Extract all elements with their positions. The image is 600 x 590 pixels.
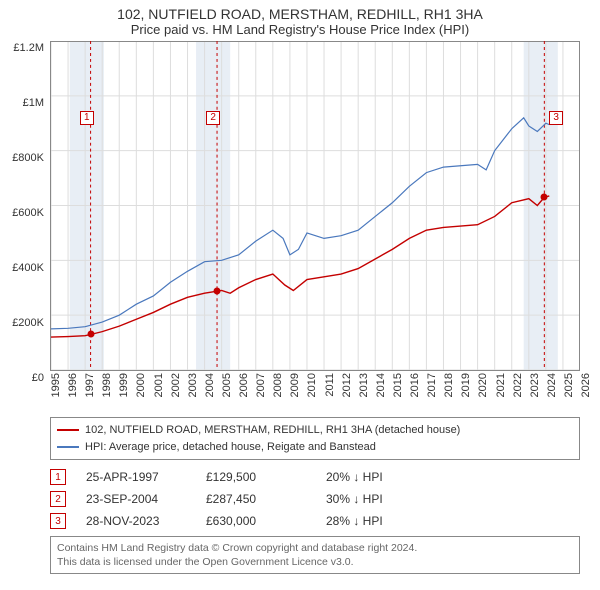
x-tick-label: 2002 (170, 373, 182, 397)
chart-container: 102, NUTFIELD ROAD, MERSTHAM, REDHILL, R… (0, 0, 600, 590)
x-tick-label: 2020 (477, 373, 489, 397)
legend-label: 102, NUTFIELD ROAD, MERSTHAM, REDHILL, R… (85, 422, 460, 439)
y-axis-labels: £0£200K£400K£600K£800K£1M£1.2M (0, 48, 48, 378)
footer-box: Contains HM Land Registry data © Crown c… (50, 536, 580, 574)
x-tick-label: 2011 (324, 373, 336, 397)
x-tick-label: 2022 (512, 373, 524, 397)
y-tick-label: £0 (32, 372, 44, 384)
legend-swatch (57, 446, 79, 448)
marker-date: 25-APR-1997 (86, 470, 186, 484)
x-tick-label: 1999 (118, 373, 130, 397)
sale-point (87, 331, 94, 338)
chart-plot-area: 1 2 3 (50, 41, 580, 371)
x-tick-label: 2008 (272, 373, 284, 397)
chart-marker-badge: 3 (549, 111, 563, 125)
marker-badge: 1 (50, 469, 66, 485)
x-tick-label: 2001 (153, 373, 165, 397)
marker-delta: 30% ↓ HPI (326, 492, 426, 506)
x-tick-label: 2016 (409, 373, 421, 397)
marker-row: 2 23-SEP-2004 £287,450 30% ↓ HPI (50, 488, 580, 510)
x-tick-label: 1997 (84, 373, 96, 397)
chart-title: 102, NUTFIELD ROAD, MERSTHAM, REDHILL, R… (0, 0, 600, 22)
legend-row: 102, NUTFIELD ROAD, MERSTHAM, REDHILL, R… (57, 422, 573, 439)
chart-marker-badge: 1 (80, 111, 94, 125)
x-tick-label: 2021 (495, 373, 507, 397)
marker-delta: 28% ↓ HPI (326, 514, 426, 528)
marker-delta: 20% ↓ HPI (326, 470, 426, 484)
legend-swatch (57, 429, 79, 431)
marker-date: 23-SEP-2004 (86, 492, 186, 506)
x-tick-label: 2017 (426, 373, 438, 397)
x-tick-label: 2014 (375, 373, 387, 397)
x-tick-label: 2010 (306, 373, 318, 397)
x-tick-label: 2026 (580, 373, 592, 397)
x-tick-label: 2019 (460, 373, 472, 397)
x-tick-label: 1996 (67, 373, 79, 397)
x-tick-label: 1995 (50, 373, 62, 397)
marker-price: £129,500 (206, 470, 306, 484)
x-tick-label: 2000 (135, 373, 147, 397)
x-tick-label: 2007 (255, 373, 267, 397)
sale-point (214, 288, 221, 295)
marker-date: 28-NOV-2023 (86, 514, 186, 528)
marker-price: £287,450 (206, 492, 306, 506)
x-tick-label: 2013 (358, 373, 370, 397)
y-tick-label: £1M (23, 97, 44, 109)
marker-row: 3 28-NOV-2023 £630,000 28% ↓ HPI (50, 510, 580, 532)
x-tick-label: 2006 (238, 373, 250, 397)
y-tick-label: £800K (12, 152, 44, 164)
legend-row: HPI: Average price, detached house, Reig… (57, 439, 573, 456)
x-tick-label: 2004 (204, 373, 216, 397)
y-tick-label: £400K (12, 262, 44, 274)
x-tick-label: 2003 (187, 373, 199, 397)
footer-line-1: Contains HM Land Registry data © Crown c… (57, 541, 573, 555)
markers-table: 1 25-APR-1997 £129,500 20% ↓ HPI 2 23-SEP-200… (50, 466, 580, 532)
x-tick-label: 2025 (563, 373, 575, 397)
marker-badge: 2 (50, 491, 66, 507)
x-tick-label: 2012 (341, 373, 353, 397)
x-axis-labels: 1995 1996 1997 1998 1999 2000 2001 2002 2003 2004… (50, 371, 580, 413)
legend-label: HPI: Average price, detached house, Reig… (85, 439, 376, 456)
chart-subtitle: Price paid vs. HM Land Registry's House … (0, 22, 600, 41)
footer-line-2: This data is licensed under the Open Gov… (57, 555, 573, 569)
y-tick-label: £600K (12, 207, 44, 219)
x-tick-label: 2023 (529, 373, 541, 397)
marker-price: £630,000 (206, 514, 306, 528)
x-tick-label: 2024 (546, 373, 558, 397)
marker-row: 1 25-APR-1997 £129,500 20% ↓ HPI (50, 466, 580, 488)
chart-svg (51, 41, 580, 370)
x-tick-label: 2018 (443, 373, 455, 397)
y-tick-label: £200K (12, 317, 44, 329)
x-tick-label: 2015 (392, 373, 404, 397)
x-tick-label: 2005 (221, 373, 233, 397)
legend-box: 102, NUTFIELD ROAD, MERSTHAM, REDHILL, R… (50, 417, 580, 460)
marker-badge: 3 (50, 513, 66, 529)
x-tick-label: 2009 (289, 373, 301, 397)
sale-point (541, 194, 548, 201)
chart-marker-badge: 2 (206, 111, 220, 125)
x-tick-label: 1998 (101, 373, 113, 397)
y-tick-label: £1.2M (13, 42, 44, 54)
